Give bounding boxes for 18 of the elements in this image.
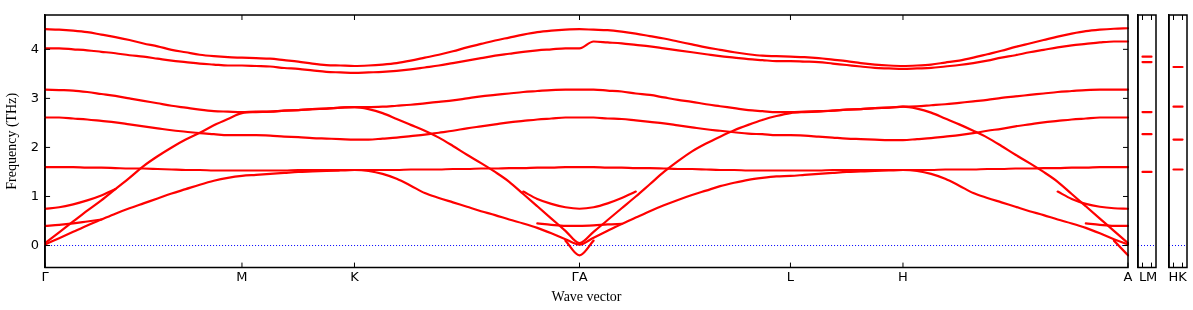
x-axis-title: Wave vector bbox=[551, 289, 622, 305]
x-tick-label: M bbox=[236, 268, 248, 284]
x-tick-label: A bbox=[1123, 268, 1133, 284]
x-tick-label: L bbox=[1138, 268, 1147, 284]
x-tick-label: K bbox=[1178, 268, 1188, 284]
x-tick-label: ΓA bbox=[571, 268, 588, 284]
x-tick-label: L bbox=[786, 268, 795, 284]
x-tick-label: H bbox=[898, 268, 908, 284]
y-tick-label: 2 bbox=[30, 138, 40, 154]
y-tick-label: 4 bbox=[30, 40, 40, 56]
y-tick-label: 1 bbox=[30, 187, 40, 203]
x-tick-label: H bbox=[1168, 268, 1179, 284]
y-tick-label: 3 bbox=[30, 89, 40, 105]
x-tick-label: M bbox=[1145, 268, 1158, 284]
y-tick-label: 0 bbox=[30, 236, 40, 252]
x-tick-label: K bbox=[350, 268, 360, 284]
x-tick-label: Γ bbox=[41, 268, 50, 284]
y-axis-title: Frequency (THz) bbox=[4, 92, 21, 190]
